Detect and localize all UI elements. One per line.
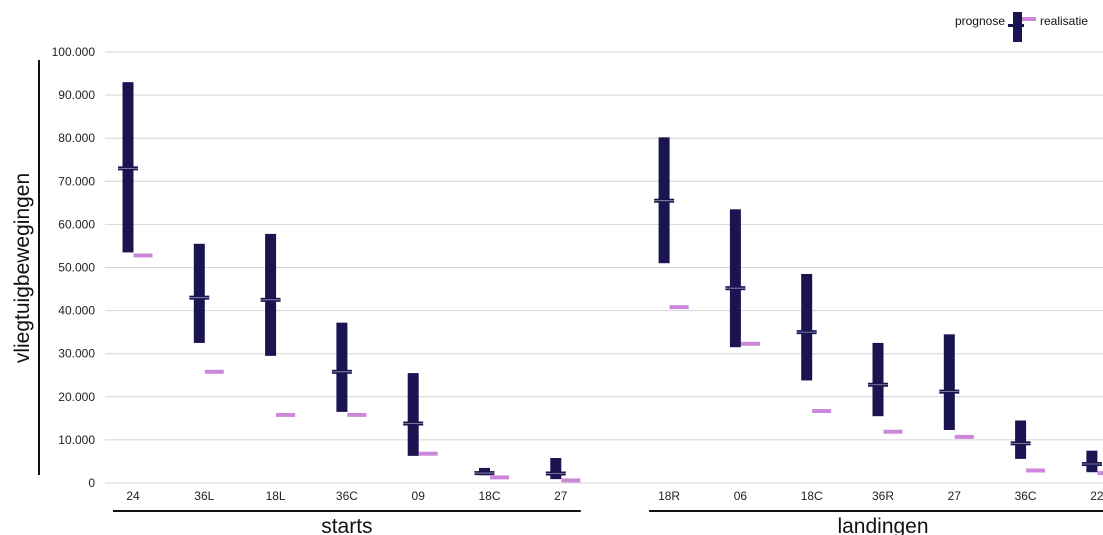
category-label: 22: [1090, 489, 1103, 503]
legend-swatch-prognose-mid: [1008, 24, 1024, 27]
realisatie-marker: [883, 429, 903, 434]
category-label: 27: [948, 489, 962, 503]
category-label: 18L: [266, 489, 286, 503]
prognose-bar: [1015, 420, 1027, 459]
category-label: 36L: [194, 489, 214, 503]
chart-marks: [118, 82, 1103, 483]
prognose-bar: [407, 373, 419, 456]
category-label: 36C: [336, 489, 358, 503]
y-tick-label: 30.000: [58, 347, 95, 361]
y-tick-label: 80.000: [58, 131, 95, 145]
category-labels: 24 36L 18L 36C 09 18C 27 18R 06 18C 36R 27 36C 22: [126, 489, 1103, 503]
prognose-bar: [729, 209, 741, 348]
legend: prognose realisatie: [955, 12, 1088, 42]
group-label: landingen: [837, 515, 928, 535]
y-tick-label: 10.000: [58, 433, 95, 447]
realisatie-marker: [561, 478, 581, 483]
group-axes: starts landingen: [113, 510, 1103, 535]
prognose-bar: [943, 334, 955, 430]
y-tick-labels: 0 10.000 20.000 30.000 40.000 50.000 60.000 70.…: [52, 45, 96, 490]
realisatie-marker: [347, 412, 367, 417]
realisatie-marker: [276, 412, 296, 417]
y-tick-label: 20.000: [58, 390, 95, 404]
category-label: 18R: [658, 489, 680, 503]
y-axis-label: vliegtuigbewegingen: [11, 173, 34, 363]
prognose-bar: [1086, 450, 1098, 473]
category-label: 36C: [1015, 489, 1037, 503]
realisatie-marker: [418, 451, 438, 456]
realisatie-marker: [1097, 471, 1103, 476]
realisatie-marker: [1026, 468, 1046, 473]
prognose-bar: [801, 273, 813, 381]
y-tick-label: 60.000: [58, 217, 95, 231]
legend-label-prognose: prognose: [955, 14, 1005, 28]
realisatie-marker: [740, 341, 760, 346]
category-label: 27: [554, 489, 568, 503]
realisatie-marker: [490, 475, 509, 480]
legend-label-realisatie: realisatie: [1040, 14, 1088, 28]
y-tick-label: 0: [88, 476, 95, 490]
y-tick-label: 50.000: [58, 261, 95, 275]
realisatie-marker: [204, 369, 224, 374]
group-label: starts: [321, 515, 372, 535]
realisatie-marker: [812, 409, 832, 414]
realisatie-marker: [954, 434, 974, 439]
category-label: 09: [412, 489, 426, 503]
y-tick-label: 90.000: [58, 88, 95, 102]
prognose-bar: [193, 243, 205, 343]
y-tick-label: 70.000: [58, 174, 95, 188]
realisatie-marker: [133, 253, 153, 258]
category-label: 18C: [478, 489, 500, 503]
category-label: 24: [126, 489, 140, 503]
category-label: 06: [734, 489, 748, 503]
prognose-bar: [550, 458, 562, 480]
y-tick-label: 100.000: [52, 45, 96, 59]
category-label: 36R: [872, 489, 894, 503]
prognose-bar: [872, 342, 884, 417]
prognose-bar: [336, 322, 348, 412]
category-label: 18C: [801, 489, 823, 503]
realisatie-marker: [669, 305, 689, 310]
prognose-bar: [265, 233, 277, 356]
y-tick-label: 40.000: [58, 304, 95, 318]
legend-swatch-realisatie: [1022, 17, 1036, 21]
